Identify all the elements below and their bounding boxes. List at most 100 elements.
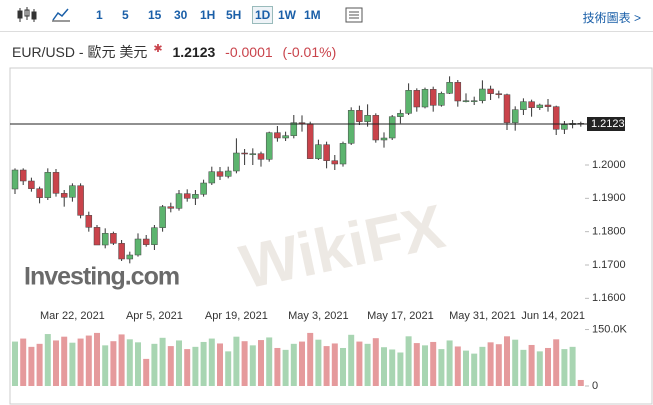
candle-body <box>126 254 134 260</box>
x-tick-label: Apr 19, 2021 <box>205 310 268 322</box>
volume-bar <box>126 339 133 386</box>
volume-bar <box>487 342 494 386</box>
volume-bar <box>208 338 215 386</box>
volume-bar <box>520 349 527 386</box>
candle-body <box>438 93 445 106</box>
volume-bar <box>356 341 363 386</box>
volume-bar <box>85 335 92 386</box>
volume-bar <box>266 337 273 386</box>
volume-bar <box>438 349 445 386</box>
candle-icon[interactable] <box>17 7 37 22</box>
tech-chart-link[interactable]: 技術圖表 > <box>582 11 641 25</box>
candle-body <box>413 90 421 108</box>
chart-type-icons <box>17 7 70 22</box>
candle-body <box>11 169 19 190</box>
candle-body <box>175 193 183 209</box>
candle-body <box>479 88 486 101</box>
volume-bar <box>545 347 551 386</box>
y-tick-label: 1.1700 <box>592 259 626 271</box>
candle-body <box>282 135 289 139</box>
candle-body <box>397 113 404 117</box>
candle-body <box>372 115 380 141</box>
interval-button[interactable]: 1D <box>252 6 274 24</box>
x-tick-label: May 17, 2021 <box>367 310 434 322</box>
candle-body <box>19 169 27 182</box>
x-tick-label: Jun 14, 2021 <box>521 310 585 322</box>
y-tick-label: 1.2000 <box>592 159 626 171</box>
candle-body <box>520 101 527 110</box>
candle-body <box>429 89 437 106</box>
volume-bar <box>159 337 166 386</box>
interval-button[interactable]: 1M <box>304 8 321 22</box>
candle-body <box>101 233 109 246</box>
candle-body <box>257 153 265 160</box>
candle-body <box>60 193 68 198</box>
candle-body <box>487 88 494 94</box>
candle-body <box>544 104 552 107</box>
candle-body <box>159 206 166 228</box>
volume-bar <box>143 358 150 386</box>
tech-chart-text[interactable]: 技術圖表 <box>582 11 631 25</box>
volume-bar <box>430 341 437 386</box>
y-tick-label: 1.1800 <box>592 226 626 238</box>
candle-body <box>446 82 453 94</box>
interval-button[interactable]: 1W <box>278 8 296 22</box>
candle-body <box>36 188 43 198</box>
candle-body <box>183 193 191 199</box>
candle-body <box>347 110 355 144</box>
candle-body <box>85 215 93 228</box>
settings-icon[interactable] <box>340 0 370 30</box>
symbol: EUR/USD - 歐元 美元 <box>12 44 148 60</box>
last-price-label: 1.2123 <box>591 118 625 130</box>
interval-button[interactable]: 1H <box>200 8 216 22</box>
interval-button[interactable]: 5H <box>226 8 242 22</box>
candle-body <box>208 171 216 184</box>
candle-body <box>315 144 322 159</box>
toolbar: 1 5 15 30 1H 5H 1D 1W 1M 技術圖表 > <box>0 0 653 32</box>
volume-bar <box>69 342 76 386</box>
volume-bar <box>331 343 338 386</box>
candle-body <box>511 109 519 123</box>
volume-bar <box>577 379 584 386</box>
volume-tick-label: 0 <box>592 380 598 392</box>
quote-header: EUR/USD - 歐元 美元 ✱ 1.2123 -0.0001 (-0.01%) <box>12 42 342 62</box>
volume-bar <box>422 345 428 386</box>
interval-button[interactable]: 5 <box>122 8 129 22</box>
x-tick-label: Apr 5, 2021 <box>126 310 183 322</box>
interval-button[interactable]: 30 <box>174 8 188 22</box>
watermark: WikiFX <box>234 192 450 302</box>
candle-body <box>388 116 396 139</box>
candle-body <box>552 106 560 130</box>
volume-bar <box>77 338 84 386</box>
volume-bar <box>233 336 240 386</box>
volume-bar <box>315 339 322 386</box>
volume-bar <box>167 346 174 386</box>
interval-button[interactable]: 15 <box>148 8 162 22</box>
volume-bar <box>340 347 346 386</box>
price: 1.2123 <box>172 44 216 60</box>
volume-bar <box>61 336 68 386</box>
candle-body <box>167 206 175 209</box>
volume-bar <box>528 344 535 386</box>
interval-button[interactable]: 1 <box>96 8 103 22</box>
change: -0.0001 <box>225 44 273 60</box>
volume-bar <box>36 343 43 386</box>
volume-bar <box>307 332 314 386</box>
volume-bar <box>463 350 469 386</box>
candle-body <box>93 227 101 246</box>
candle-body <box>495 93 503 95</box>
candle-body <box>405 90 412 114</box>
candle-body <box>339 143 347 165</box>
candle-body <box>569 123 576 125</box>
volume-bar <box>536 351 543 386</box>
chart-frame <box>9 67 653 405</box>
volume-bar <box>569 346 576 386</box>
volume-bar <box>323 346 330 386</box>
volume-bar <box>479 346 486 386</box>
candle-body <box>290 122 298 136</box>
y-tick-label: 1.1900 <box>592 192 626 204</box>
candle-body <box>224 170 232 177</box>
line-icon[interactable] <box>52 8 69 21</box>
candle-body <box>69 185 76 198</box>
candle-body <box>380 137 388 141</box>
